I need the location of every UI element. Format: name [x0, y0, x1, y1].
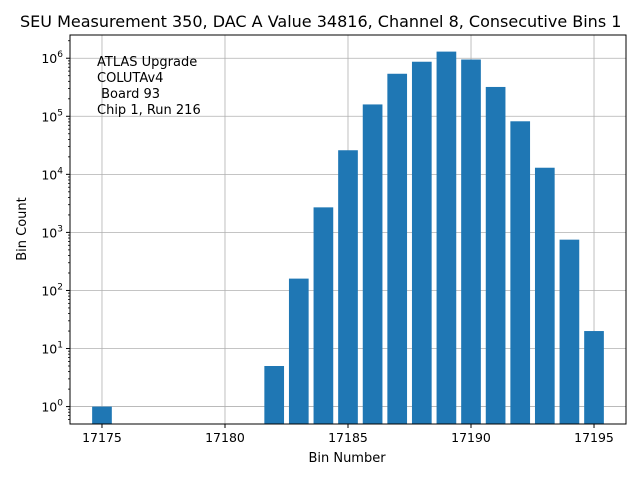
x-tick-label: 17175 [82, 430, 122, 445]
annotation-box: ATLAS Upgrade COLUTAv4 Board 93 Chip 1, … [97, 55, 201, 118]
annotation-line-2: COLUTAv4 [97, 71, 163, 86]
x-tick-label: 17190 [451, 430, 491, 445]
bar [559, 239, 580, 424]
bar [510, 121, 531, 424]
x-axis-label: Bin Number [308, 451, 386, 466]
x-tick-label: 17195 [574, 430, 614, 445]
bars [92, 51, 604, 425]
y-tick-label: 102 [41, 282, 63, 298]
bar [92, 406, 112, 424]
y-axis-label: Bin Count [15, 197, 30, 261]
bar [461, 59, 481, 424]
annotation-line-4: Chip 1, Run 216 [97, 103, 201, 118]
x-axis-ticks: 17175 17180 17185 17190 17195 [82, 424, 614, 445]
bar [313, 207, 334, 424]
bar [338, 150, 358, 424]
x-tick-label: 17185 [328, 430, 368, 445]
y-tick-label: 106 [41, 50, 63, 66]
y-tick-label: 104 [41, 166, 63, 182]
bar [362, 104, 383, 424]
bar [485, 86, 506, 425]
y-tick-label: 105 [41, 108, 63, 124]
bar [387, 73, 408, 424]
bar [264, 366, 285, 424]
bar [436, 51, 457, 424]
bar [584, 331, 604, 424]
y-tick-label: 100 [41, 399, 63, 415]
chart-title: SEU Measurement 350, DAC A Value 34816, … [20, 12, 621, 31]
y-axis-ticks: 100 101 102 103 104 105 106 [41, 40, 70, 420]
bar [288, 278, 309, 424]
annotation-line-1: ATLAS Upgrade [97, 55, 197, 70]
y-tick-label: 101 [41, 341, 63, 357]
x-tick-label: 17180 [205, 430, 245, 445]
bar [411, 61, 432, 424]
bar [534, 167, 555, 424]
annotation-line-3: Board 93 [97, 87, 160, 102]
y-tick-label: 103 [41, 224, 63, 240]
